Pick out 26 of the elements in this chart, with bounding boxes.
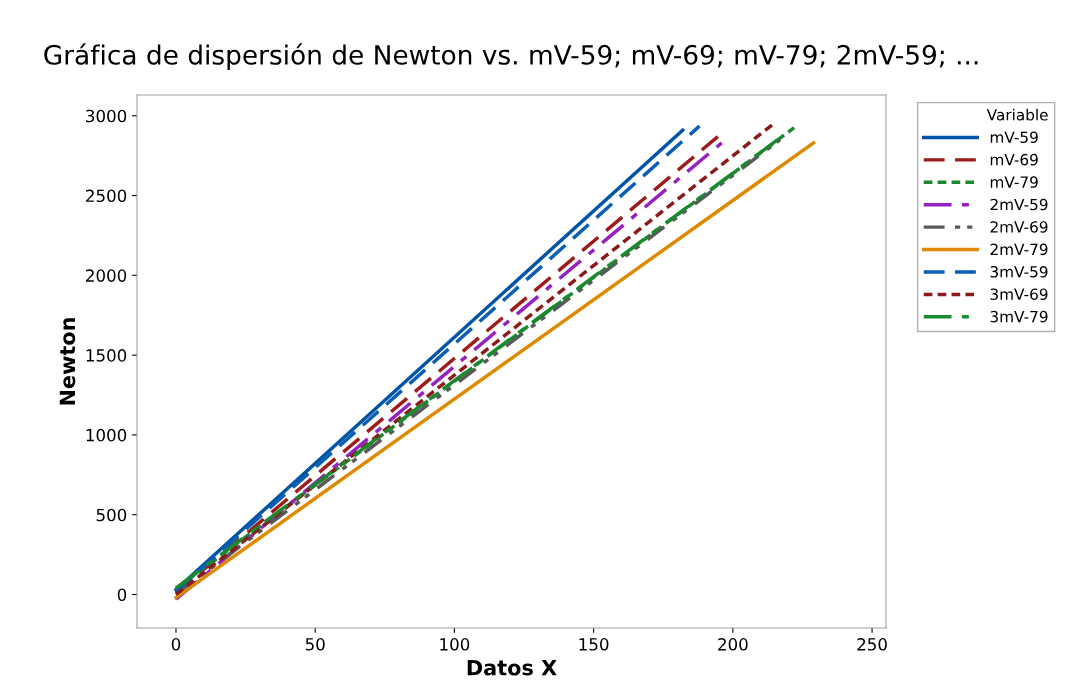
- y-tick-label: 2000: [86, 269, 127, 282]
- legend-label: mV-79: [990, 176, 1038, 188]
- x-tick-label: 150: [579, 638, 609, 651]
- legend-label: 2mV-79: [990, 243, 1048, 256]
- x-tick-label: 250: [857, 638, 887, 651]
- legend-label: 3mV-59: [990, 265, 1048, 278]
- legend-label: mV-69: [990, 153, 1038, 166]
- y-tick-label: 1000: [86, 428, 127, 442]
- x-axis-title: Datos X: [467, 660, 557, 676]
- x-tick-label: 50: [305, 638, 325, 651]
- legend-label: 3mV-79: [990, 310, 1048, 323]
- legend-label: mV-59: [990, 131, 1038, 143]
- legend-label: 2mV-69: [990, 221, 1048, 233]
- legend-label: 3mV-69: [990, 288, 1048, 300]
- y-axis-title: Newton: [59, 318, 76, 405]
- x-tick-label: 0: [171, 638, 181, 651]
- x-tick-label: 200: [718, 638, 748, 651]
- y-tick-label: 3000: [86, 109, 127, 123]
- y-tick-label: 1500: [86, 349, 127, 362]
- y-tick-label: 0: [117, 588, 127, 602]
- legend-label: 2mV-59: [990, 198, 1048, 211]
- legend-title: Variable: [986, 108, 1048, 121]
- chart-title: Gráfica de dispersión de Newton vs. mV-59; mV-69; mV-79; 2mV-59; ...: [44, 43, 978, 70]
- y-tick-label: 500: [96, 508, 127, 522]
- y-tick-label: 2500: [86, 189, 127, 203]
- x-tick-label: 100: [440, 638, 470, 651]
